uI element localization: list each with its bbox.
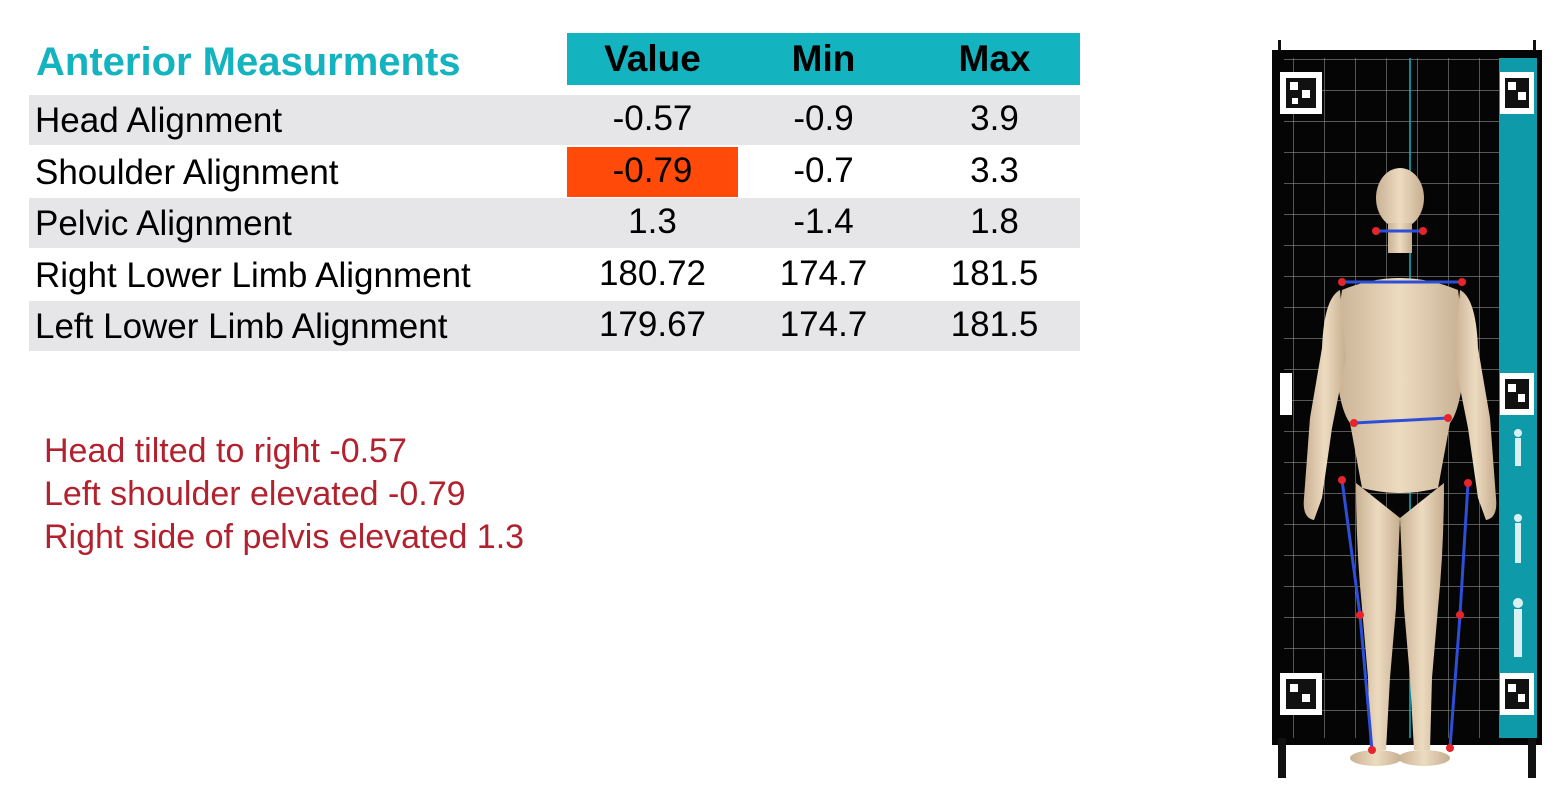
row-max: 3.9 bbox=[970, 99, 1019, 138]
header-value: Value bbox=[604, 38, 701, 79]
table-row: Right Lower Limb Alignment 180.72 174.7 … bbox=[29, 250, 1080, 300]
row-min: 174.7 bbox=[779, 254, 868, 293]
row-label: Shoulder Alignment bbox=[35, 153, 339, 192]
row-value: 1.3 bbox=[628, 202, 677, 241]
row-value: 179.67 bbox=[598, 305, 707, 344]
row-min: -1.4 bbox=[793, 202, 854, 241]
row-label: Pelvic Alignment bbox=[35, 204, 292, 243]
landmark-points bbox=[1338, 227, 1472, 754]
page-title: Anterior Measurments bbox=[36, 40, 461, 84]
row-max: 181.5 bbox=[950, 254, 1039, 293]
board-leg-left bbox=[1278, 738, 1286, 778]
row-label: Left Lower Limb Alignment bbox=[35, 307, 448, 346]
table-row: Shoulder Alignment -0.79 -0.7 3.3 bbox=[29, 147, 1080, 197]
table-row: Left Lower Limb Alignment 179.67 174.7 1… bbox=[29, 301, 1080, 351]
human-body bbox=[1303, 168, 1497, 766]
row-min: 174.7 bbox=[779, 305, 868, 344]
table-row: Head Alignment -0.57 -0.9 3.9 bbox=[29, 95, 1080, 145]
row-min: -0.9 bbox=[793, 99, 854, 138]
board-marker-pattern-cells bbox=[1290, 82, 1526, 702]
finding-head: Head tilted to right -0.57 bbox=[44, 432, 407, 470]
table-row: Pelvic Alignment 1.3 -1.4 1.8 bbox=[29, 198, 1080, 248]
board-leg-right bbox=[1528, 738, 1536, 778]
row-value-out-of-range: -0.79 bbox=[567, 147, 738, 197]
row-label: Head Alignment bbox=[35, 101, 283, 140]
side-strip-figures bbox=[1513, 429, 1523, 657]
finding-pelvis: Right side of pelvis elevated 1.3 bbox=[44, 518, 525, 556]
row-value: -0.57 bbox=[612, 99, 693, 138]
board-hook-left bbox=[1278, 40, 1281, 50]
row-label: Right Lower Limb Alignment bbox=[35, 256, 471, 295]
board-hook-right bbox=[1533, 40, 1536, 50]
pelvic-alignment-line bbox=[1353, 416, 1449, 425]
row-min: -0.7 bbox=[793, 151, 854, 190]
row-max: 3.3 bbox=[970, 151, 1019, 190]
marker-mid-left-icon bbox=[1280, 373, 1292, 415]
posture-figure bbox=[1272, 40, 1542, 778]
header-max: Max bbox=[958, 38, 1031, 79]
table-header-bar bbox=[567, 33, 1080, 85]
finding-shoulder: Left shoulder elevated -0.79 bbox=[44, 475, 466, 513]
header-min: Min bbox=[791, 38, 856, 79]
findings-notes: Head tilted to right -0.57 Left shoulder… bbox=[44, 430, 524, 559]
row-max: 1.8 bbox=[970, 202, 1019, 241]
row-max: 181.5 bbox=[950, 305, 1039, 344]
row-value: 180.72 bbox=[598, 254, 707, 293]
